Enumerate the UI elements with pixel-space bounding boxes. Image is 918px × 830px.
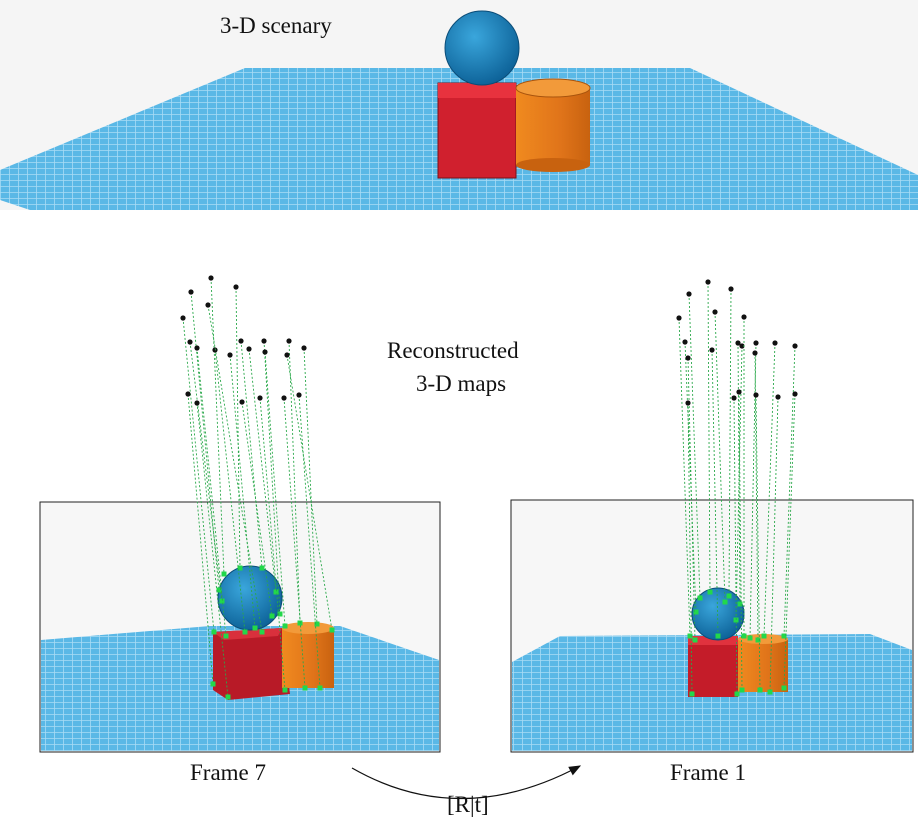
scene-panel: 3-D scenary: [0, 0, 918, 210]
image-feature: [303, 686, 308, 691]
map-point: [686, 291, 691, 296]
image-feature: [758, 688, 763, 693]
image-feature: [270, 614, 275, 619]
map-point: [239, 399, 244, 404]
image-feature: [330, 628, 335, 633]
image-feature: [742, 634, 747, 639]
map-point: [731, 395, 736, 400]
map-point: [685, 400, 690, 405]
image-feature: [283, 624, 288, 629]
map-point: [682, 339, 687, 344]
image-feature: [748, 636, 753, 641]
map-point: [753, 340, 758, 345]
transform-label: [R|t]: [447, 792, 489, 817]
image-feature: [698, 596, 703, 601]
image-feature: [260, 566, 265, 571]
map-point: [753, 392, 758, 397]
map-point: [301, 345, 306, 350]
frame-label: Frame 7: [190, 760, 266, 785]
image-feature: [727, 594, 732, 599]
map-point: [227, 352, 232, 357]
map-point: [705, 279, 710, 284]
map-point: [286, 338, 291, 343]
maps-label-line: 3-D maps: [416, 371, 506, 396]
map-point: [262, 349, 267, 354]
map-point: [194, 345, 199, 350]
map-point: [246, 346, 251, 351]
map-point: [284, 352, 289, 357]
map-point: [180, 315, 185, 320]
image-feature: [768, 690, 773, 695]
map-point: [281, 395, 286, 400]
map-point: [792, 391, 797, 396]
image-feature: [716, 634, 721, 639]
image-feature: [782, 686, 787, 691]
image-feature: [735, 692, 740, 697]
image-feature: [723, 600, 728, 605]
image-feature: [738, 602, 743, 607]
image-feature: [226, 695, 231, 700]
image-feature: [211, 682, 216, 687]
frame-label: Frame 1: [670, 760, 746, 785]
image-feature: [283, 688, 288, 693]
map-point: [257, 395, 262, 400]
map-point: [187, 339, 192, 344]
map-point: [296, 392, 301, 397]
maps-label-line: Reconstructed: [387, 338, 519, 363]
image-feature: [222, 572, 227, 577]
image-feature: [762, 634, 767, 639]
map-point: [261, 338, 266, 343]
map-point: [188, 289, 193, 294]
map-point: [741, 314, 746, 319]
map-point: [772, 340, 777, 345]
frame-1: [511, 500, 913, 752]
map-point: [685, 355, 690, 360]
image-feature: [224, 634, 229, 639]
image-feature: [693, 638, 698, 643]
image-feature: [740, 688, 745, 693]
image-feature: [688, 634, 693, 639]
map-point: [775, 394, 780, 399]
map-point: [205, 302, 210, 307]
image-feature: [253, 626, 258, 631]
map-point: [728, 286, 733, 291]
image-feature: [260, 630, 265, 635]
image-feature: [690, 692, 695, 697]
scene-title: 3-D scenary: [220, 13, 332, 38]
map-point: [185, 391, 190, 396]
map-point: [709, 347, 714, 352]
figure: 3-D scenary Reconstructed 3-D maps Frame…: [0, 0, 918, 830]
map-point: [736, 389, 741, 394]
image-feature: [243, 630, 248, 635]
image-feature: [274, 590, 279, 595]
map-point: [752, 350, 757, 355]
map-point: [233, 284, 238, 289]
image-feature: [212, 630, 217, 635]
image-feature: [318, 686, 323, 691]
page: {"scene": {"title": "3-D scenary"}, "map…: [0, 0, 918, 830]
map-point: [792, 343, 797, 348]
map-point: [712, 309, 717, 314]
map-point: [208, 275, 213, 280]
image-feature: [708, 590, 713, 595]
map-point: [238, 338, 243, 343]
map-point: [194, 400, 199, 405]
map-point: [676, 315, 681, 320]
